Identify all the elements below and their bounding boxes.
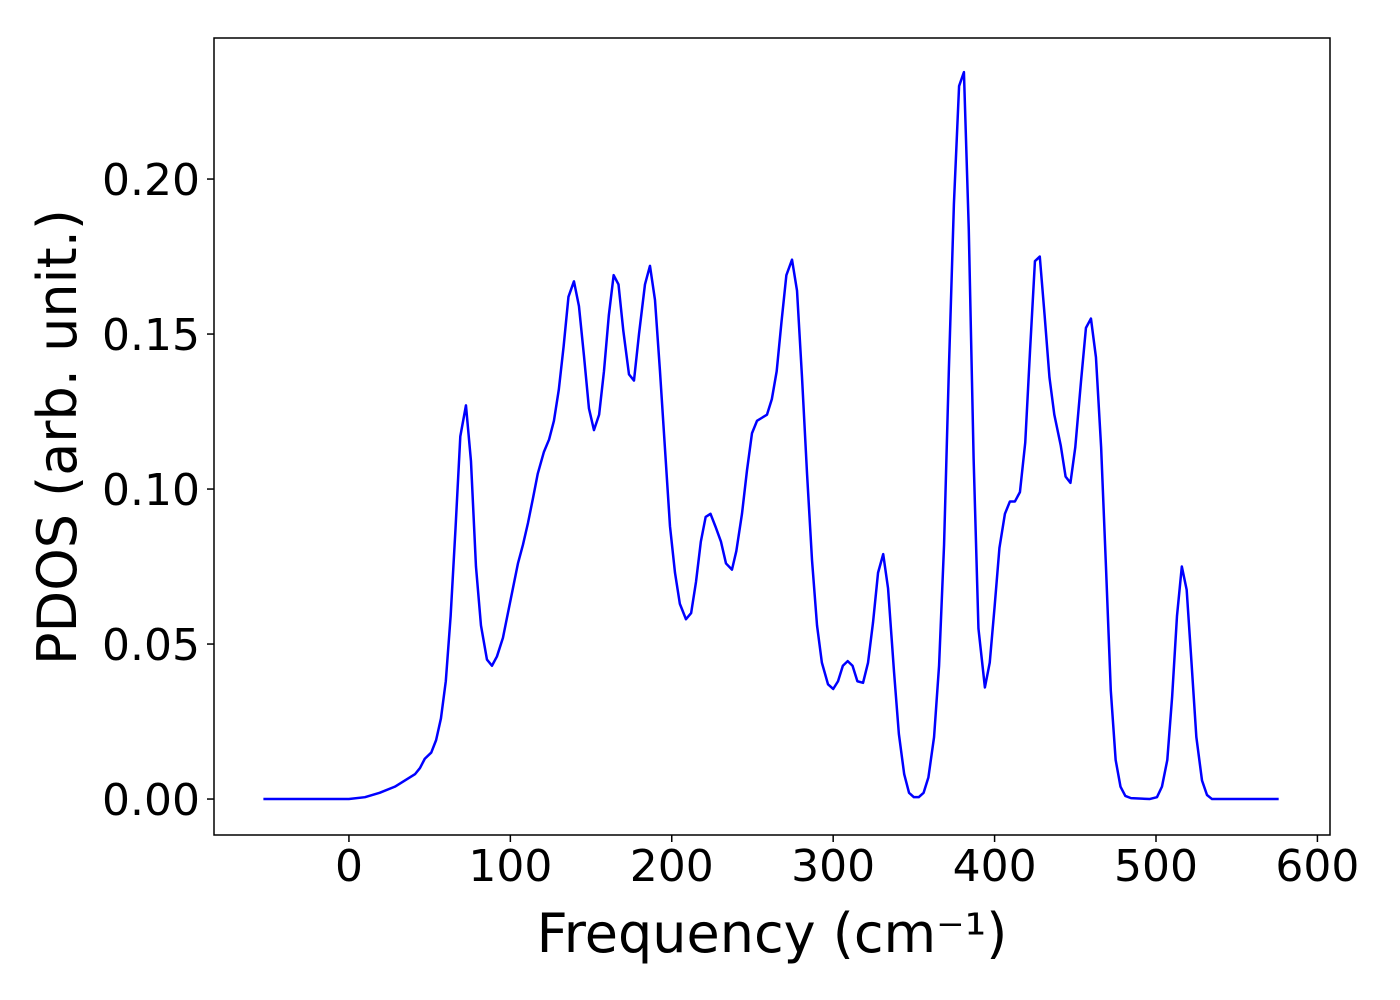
x-tick-label: 100	[468, 841, 552, 892]
x-tick-label: 600	[1275, 841, 1359, 892]
x-axis-label: Frequency (cm⁻¹)	[537, 902, 1008, 965]
y-axis-label: PDOS (arb. unit.)	[26, 209, 89, 665]
x-tick-label: 500	[1114, 841, 1198, 892]
y-tick-label: 0.15	[102, 310, 200, 361]
x-tick-label: 200	[630, 841, 714, 892]
pdos-line	[263, 70, 1279, 801]
y-tick-label: 0.05	[102, 620, 200, 671]
y-tick-label: 0.00	[102, 775, 200, 826]
plot-frame	[213, 37, 1331, 836]
x-tick-label: 0	[335, 841, 363, 892]
y-tick-label: 0.10	[102, 465, 200, 516]
x-tick-label: 300	[791, 841, 875, 892]
x-tick-label: 400	[953, 841, 1037, 892]
y-tick-label: 0.20	[102, 155, 200, 206]
